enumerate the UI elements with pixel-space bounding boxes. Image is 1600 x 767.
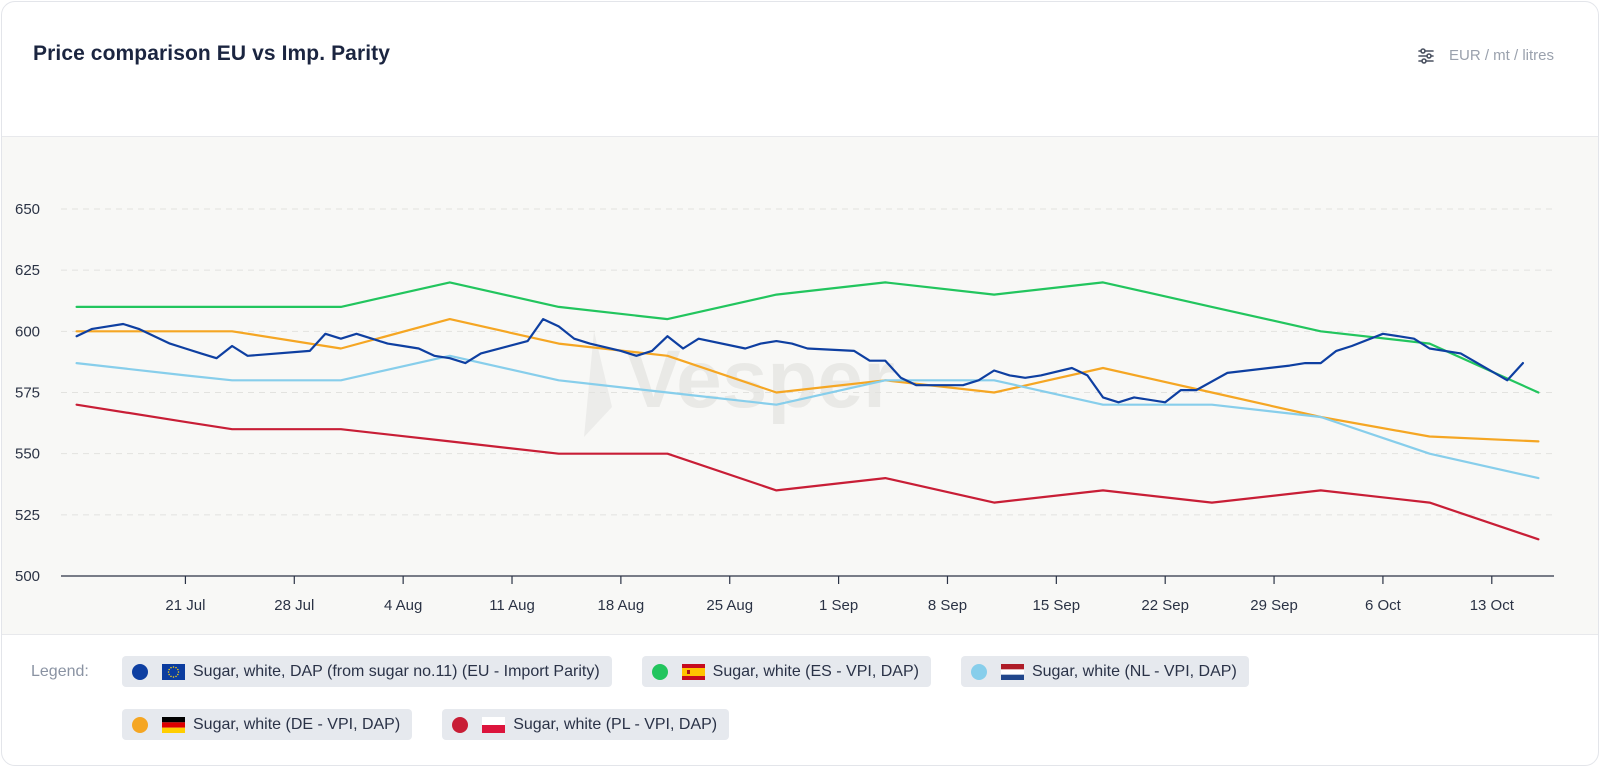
legend-item-label: Sugar, white (NL - VPI, DAP) — [1031, 662, 1237, 680]
legend-item-label: Sugar, white (PL - VPI, DAP) — [513, 715, 718, 733]
legend-item-label: Sugar, white, DAP (from sugar no.11) (EU… — [193, 662, 600, 680]
y-tick-label: 575 — [15, 385, 40, 402]
germany-flag-icon — [162, 716, 185, 733]
legend-item-es[interactable]: Sugar, white (ES - VPI, DAP) — [641, 656, 931, 687]
legend-item-de[interactable]: Sugar, white (DE - VPI, DAP) — [122, 709, 413, 740]
y-tick-label: 500 — [15, 568, 40, 585]
legend-item-nl[interactable]: Sugar, white (NL - VPI, DAP) — [960, 656, 1249, 687]
poland-flag-icon — [482, 716, 506, 733]
y-tick-label: 625 — [15, 262, 40, 279]
legend-item-label: Sugar, white (DE - VPI, DAP) — [193, 715, 401, 733]
legend-dot-icon — [132, 716, 148, 733]
legend-items: Sugar, white, DAP (from sugar no.11) (EU… — [122, 656, 1562, 740]
x-tick-label: 11 Aug — [489, 597, 535, 614]
y-tick-label: 650 — [15, 201, 40, 218]
units-label[interactable]: EUR / mt / litres — [1448, 47, 1554, 64]
legend-label: Legend: — [31, 663, 89, 680]
x-tick-label: 15 Sep — [1033, 597, 1081, 614]
x-tick-label: 4 Aug — [384, 597, 422, 614]
sliders-icon[interactable] — [1417, 47, 1435, 64]
y-tick-label: 550 — [15, 446, 40, 463]
chart-title: Price comparison EU vs Imp. Parity — [33, 42, 391, 65]
x-tick-label: 8 Sep — [928, 597, 967, 614]
x-tick-label: 25 Aug — [706, 597, 753, 614]
line-chart: Vesper 500 525 550 575 600 625 650 21 Jul 28 Ju… — [15, 201, 1554, 614]
card-header: Price comparison EU vs Imp. Parity EUR /… — [2, 2, 1598, 137]
legend-item-eu-import-parity[interactable]: Sugar, white, DAP (from sugar no.11) (EU… — [122, 656, 612, 687]
series-line-3[interactable] — [75, 403, 1540, 541]
spain-flag-icon — [681, 663, 705, 680]
legend-dot-icon — [651, 663, 668, 680]
x-tick-label: 28 Jul — [274, 597, 314, 614]
legend-item-label: Sugar, white (ES - VPI, DAP) — [712, 662, 919, 680]
y-tick-label: 600 — [15, 323, 40, 340]
series-line-2[interactable] — [75, 354, 1540, 480]
y-axis: 500 525 550 575 600 625 650 — [15, 201, 40, 585]
series-line-1[interactable] — [75, 318, 1540, 443]
legend-dot-icon — [452, 716, 469, 733]
x-tick-label: 1 Sep — [819, 597, 858, 614]
x-tick-label: 29 Sep — [1250, 597, 1298, 614]
series-line-0[interactable] — [75, 281, 1540, 394]
units-selector[interactable]: EUR / mt / litres — [1417, 47, 1554, 64]
y-tick-label: 525 — [15, 507, 40, 524]
legend-item-pl[interactable]: Sugar, white (PL - VPI, DAP) — [442, 709, 730, 740]
series-group — [75, 281, 1540, 541]
eu-flag-icon — [162, 663, 185, 680]
legend-dot-icon — [132, 663, 148, 680]
grid — [61, 208, 1554, 516]
x-axis: 21 Jul 28 Jul 4 Aug 11 Aug 18 Aug 25 Aug 1 Sep… — [61, 575, 1554, 614]
x-tick-label: 13 Oct — [1470, 597, 1515, 614]
series-line-4[interactable] — [75, 318, 1524, 404]
svg-text:Vesper: Vesper — [626, 334, 895, 425]
watermark: Vesper — [584, 331, 895, 437]
x-tick-label: 18 Aug — [598, 597, 645, 614]
legend-dot-icon — [970, 663, 987, 680]
x-tick-label: 6 Oct — [1365, 597, 1402, 614]
plot-area — [2, 137, 1598, 635]
x-tick-label: 22 Sep — [1141, 597, 1189, 614]
x-tick-label: 21 Jul — [165, 597, 205, 614]
netherlands-flag-icon — [1000, 663, 1024, 680]
